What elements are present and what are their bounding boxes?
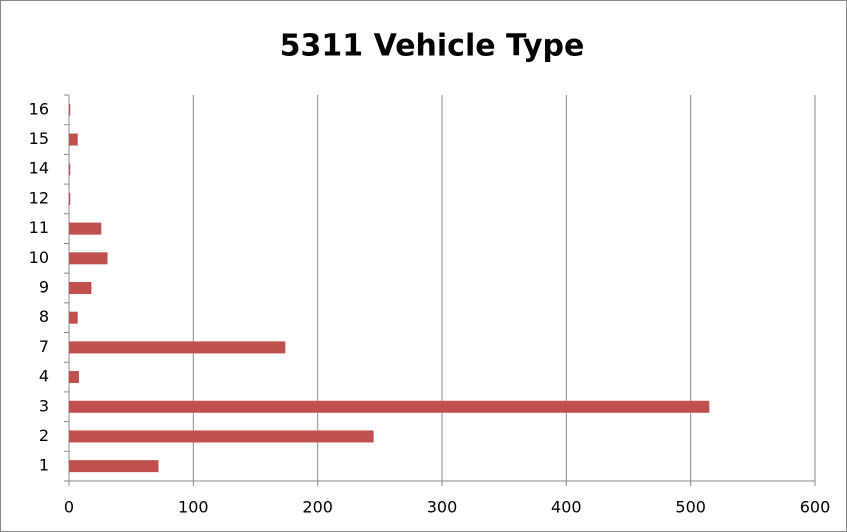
y-tick-label: 7 xyxy=(39,337,49,356)
y-tick-label: 9 xyxy=(39,278,49,297)
y-tick-label: 3 xyxy=(39,396,49,415)
bar xyxy=(69,371,79,384)
y-tick-label: 12 xyxy=(29,188,49,207)
x-tick-label: 600 xyxy=(800,498,831,517)
bar xyxy=(69,163,71,176)
y-tick-label: 8 xyxy=(39,307,49,326)
y-tick-label: 16 xyxy=(29,99,49,118)
bar xyxy=(69,103,71,116)
bar xyxy=(69,282,92,294)
x-tick-label: 300 xyxy=(427,498,458,517)
y-tick-label: 1 xyxy=(39,456,49,475)
bar xyxy=(69,252,108,265)
y-tick-label: 11 xyxy=(29,218,49,237)
bar xyxy=(69,222,102,235)
x-tick-label: 0 xyxy=(64,498,74,517)
bar xyxy=(69,430,374,443)
bar xyxy=(69,460,159,473)
y-tick-label: 2 xyxy=(39,426,49,445)
x-tick-label: 200 xyxy=(302,498,333,517)
x-tick-label: 400 xyxy=(551,498,582,517)
y-tick-label: 15 xyxy=(29,129,49,148)
bar xyxy=(69,311,78,324)
y-tick-label: 10 xyxy=(29,248,49,267)
x-tick-label: 100 xyxy=(178,498,209,517)
bar xyxy=(69,341,286,354)
x-tick-label: 500 xyxy=(675,498,706,517)
chart-title: 5311 Vehicle Type xyxy=(280,29,585,64)
bar xyxy=(69,192,71,205)
y-tick-label: 4 xyxy=(39,367,49,386)
bar xyxy=(69,400,710,413)
bar xyxy=(69,133,78,146)
y-tick-label: 14 xyxy=(29,159,49,178)
